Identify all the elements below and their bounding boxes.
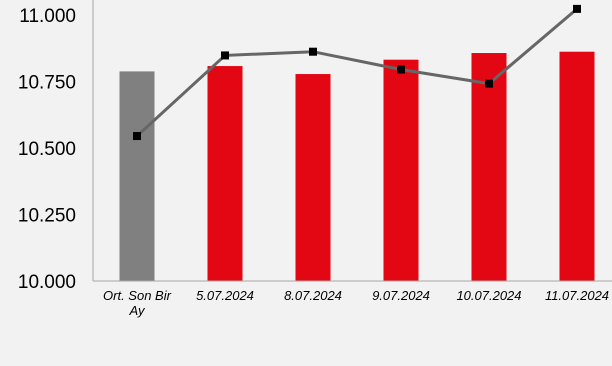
y-tick-label: 10.750	[18, 73, 76, 94]
bar-5	[559, 51, 595, 281]
x-tick-label: Ay	[128, 303, 146, 318]
y-tick-label: 10.500	[18, 139, 76, 160]
x-tick-label: 8.07.2024	[284, 288, 342, 303]
bar-3	[383, 59, 419, 281]
x-tick-label: 9.07.2024	[372, 288, 430, 303]
line-marker-1	[221, 51, 229, 60]
y-tick-label: 10.000	[18, 272, 76, 293]
x-tick-label: 5.07.2024	[196, 288, 254, 303]
x-tick-label: 11.07.2024	[545, 288, 609, 303]
bar-0	[119, 71, 155, 281]
x-tick-label: Ort. Son Bir	[103, 288, 172, 303]
line-marker-3	[397, 65, 405, 74]
line-marker-2	[309, 47, 317, 56]
bar-1	[207, 66, 243, 282]
bar-2	[295, 74, 331, 281]
series-line	[135, 7, 578, 138]
markers-group	[133, 4, 581, 141]
x-tick-label: 10.07.2024	[456, 288, 521, 303]
y-tick-label: 10.250	[18, 206, 76, 227]
y-tick-label: 11.000	[19, 6, 76, 27]
line-marker-0	[133, 132, 141, 141]
y-tick-labels: 10.000 10.250 10.500 10.750 11.000	[18, 6, 76, 293]
bars-group	[119, 51, 595, 282]
line-marker-4	[485, 79, 493, 88]
line-marker-5	[573, 4, 581, 13]
bar-4	[471, 53, 507, 282]
